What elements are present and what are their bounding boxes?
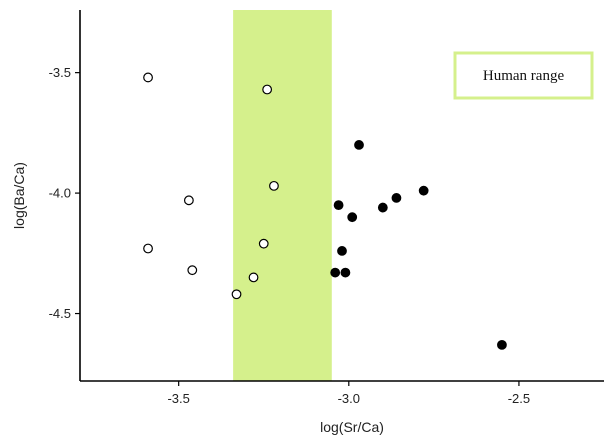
human-range-band [233,10,332,381]
y-tick-label: -4.5 [49,306,71,321]
data-point-open [143,72,153,83]
y-tick-label: -3.5 [49,65,71,80]
legend-label-human-range: Human range [483,68,565,84]
data-point-open [248,272,259,283]
data-point-filled [333,200,344,211]
ticks: -3.5 -3.0 -2.5 -3.5 -4.0 -4.5 [49,65,531,406]
data-points [143,72,507,350]
data-point-open [183,195,194,206]
data-point-open [269,180,279,191]
data-point-filled [391,193,402,203]
data-point-open [187,265,198,276]
x-tick-label: -3.0 [338,391,360,406]
data-point-open [143,243,153,254]
data-point-open [231,289,242,300]
data-point-filled [418,185,429,196]
legend-swatch-human-range [453,51,594,100]
y-tick-label: -4.0 [49,186,71,201]
data-point-filled [354,140,364,150]
x-tick-label: -3.5 [167,391,189,406]
data-point-filled [330,267,341,278]
axes [79,10,604,382]
data-point-filled [347,212,358,223]
data-point-open [258,238,269,249]
data-point-filled [340,267,351,278]
legend: Human range [453,51,594,100]
data-point-filled [497,339,507,350]
data-point-filled [377,202,388,213]
x-axis-label: log(Sr/Ca) [320,419,384,435]
data-point-filled [337,246,347,256]
y-axis-label: log(Ba/Ca) [11,162,27,229]
data-point-open [262,84,273,95]
x-tick-label: -2.5 [508,391,530,406]
